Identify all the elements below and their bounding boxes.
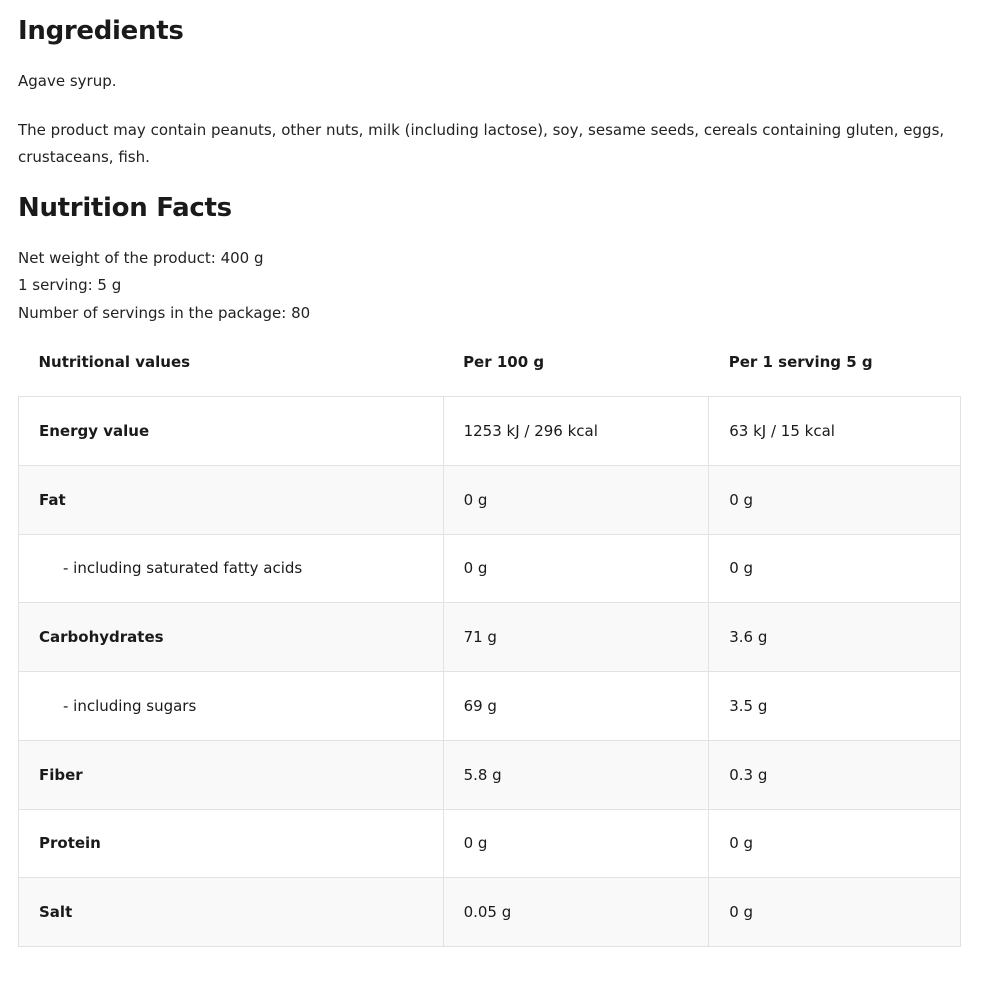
servings-count: Number of servings in the package: 80 (18, 304, 311, 322)
per-100g-value: 0.05 g (442, 877, 710, 947)
nutrient-name: Fiber (18, 739, 444, 810)
header-nutritional-values: Nutritional values (38, 353, 191, 371)
serving-size: 1 serving: 5 g (18, 276, 122, 294)
ingredients-title: Ingredients (18, 16, 184, 46)
net-weight: Net weight of the product: 400 g (18, 249, 264, 267)
nutrient-name: - including sugars (18, 671, 444, 741)
per-serving-value: 0.3 g (708, 739, 961, 810)
per-100g-value: 0 g (442, 533, 710, 604)
nutrient-name: Salt (18, 877, 444, 947)
per-100g-value: 0 g (442, 808, 710, 879)
header-per-serving: Per 1 serving 5 g (728, 353, 873, 371)
per-100g-value: 69 g (442, 671, 710, 741)
per-serving-value: 0 g (708, 464, 961, 535)
per-serving-value: 3.5 g (708, 671, 961, 741)
per-serving-value: 0 g (708, 808, 961, 879)
per-serving-value: 63 kJ / 15 kcal (708, 396, 961, 466)
header-per-100g: Per 100 g (463, 353, 545, 371)
allergens-text: The product may contain peanuts, other n… (18, 121, 945, 166)
nutrient-name: - including saturated fatty acids (18, 533, 444, 604)
per-serving-value: 0 g (708, 877, 961, 947)
nutrient-name: Carbohydrates (18, 602, 444, 672)
ingredients-text: Agave syrup. (18, 72, 117, 90)
table-header-row: Nutritional values Per 100 g Per 1 servi… (19, 340, 961, 384)
header-spacer (19, 384, 444, 397)
table-row: - including sugars 69 g 3.5 g (18, 671, 961, 741)
table-row: Carbohydrates 71 g 3.6 g (18, 602, 961, 672)
per-100g-value: 0 g (442, 464, 710, 535)
table-row: Energy value 1253 kJ / 296 kcal 63 kJ / 15… (18, 396, 961, 466)
table-row: Fiber 5.8 g 0.3 g (18, 739, 961, 810)
per-serving-value: 3.6 g (708, 602, 961, 672)
nutrient-name: Energy value (18, 396, 444, 466)
per-100g-value: 1253 kJ / 296 kcal (442, 396, 710, 466)
per-serving-value: 0 g (708, 533, 961, 604)
nutrient-name: Fat (18, 464, 444, 535)
per-100g-value: 5.8 g (442, 739, 710, 810)
nutrient-name: Protein (18, 808, 444, 879)
per-100g-value: 71 g (442, 602, 710, 672)
nutrition-title: Nutrition Facts (18, 193, 232, 223)
nutrition-table: Nutritional values Per 100 g Per 1 servi… (18, 340, 961, 947)
